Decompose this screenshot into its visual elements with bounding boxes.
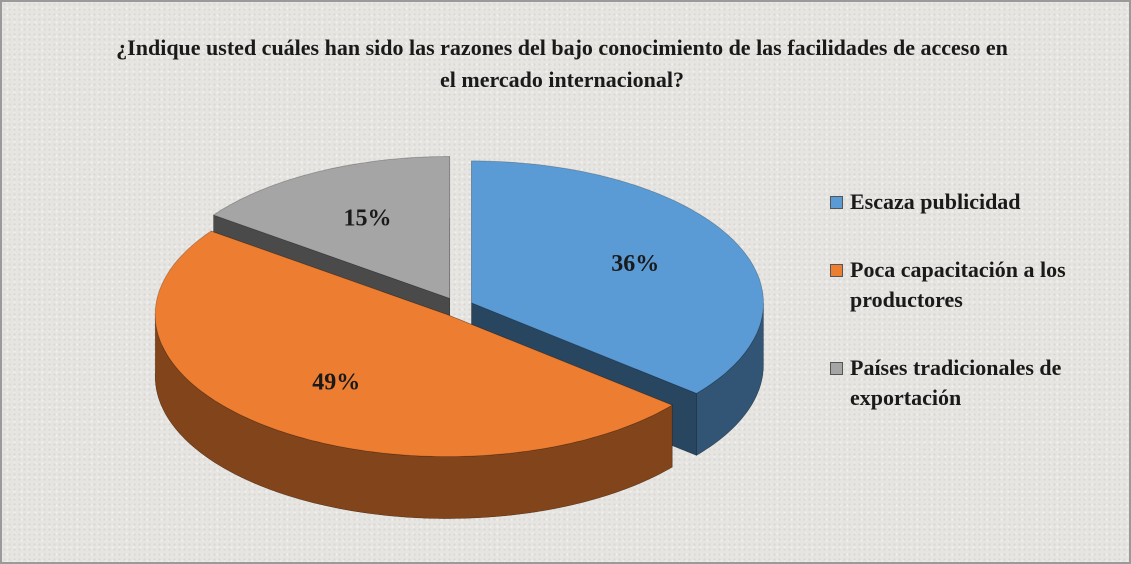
legend-label: Escaza publicidad [850, 189, 1021, 214]
legend-label: Poca capacitación a los productores [850, 257, 1066, 312]
slice [471, 160, 764, 394]
chart-title: ¿Indique usted cuáles han sido las razon… [116, 35, 1008, 92]
slice [212, 155, 451, 299]
legend-label: Países tradicionales de exportación [850, 355, 1062, 410]
legend-item: Poca capacitación a los productores [830, 255, 1130, 315]
data-label: 36% [611, 251, 659, 277]
legend-item: Escaza publicidad [830, 187, 1130, 217]
slice-outer-wall [154, 314, 673, 519]
legend-swatch [830, 264, 843, 277]
slice [154, 230, 674, 457]
legend-swatch [830, 362, 843, 375]
legend-swatch [830, 196, 843, 209]
legend: Escaza publicidad Poca capacitación a los… [830, 187, 1130, 451]
legend-item: Países tradicionales de exportación [830, 353, 1130, 413]
data-label: 15% [344, 206, 392, 232]
data-label: 49% [312, 370, 360, 396]
